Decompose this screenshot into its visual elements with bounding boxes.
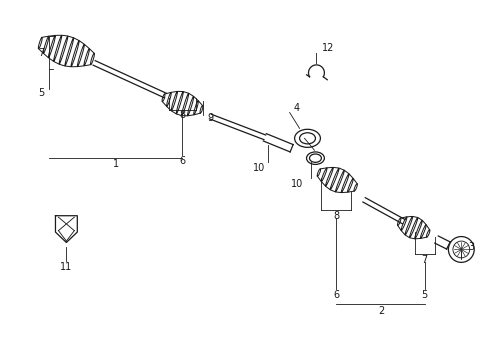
Text: 11: 11	[60, 262, 72, 272]
Text: 2: 2	[377, 306, 383, 316]
Text: 4: 4	[293, 103, 299, 113]
Text: 7: 7	[39, 48, 44, 58]
Text: 6: 6	[332, 290, 339, 300]
Text: 5: 5	[421, 290, 427, 300]
Text: 10: 10	[291, 179, 303, 189]
Text: 8: 8	[332, 211, 339, 221]
Text: 9: 9	[207, 113, 213, 123]
Text: 5: 5	[39, 88, 44, 98]
Text: 7: 7	[421, 255, 427, 265]
Text: 6: 6	[179, 156, 185, 166]
Text: 10: 10	[252, 163, 264, 173]
Text: 12: 12	[322, 43, 334, 53]
Text: 8: 8	[179, 109, 185, 120]
Text: 3: 3	[468, 243, 473, 252]
Text: 1: 1	[113, 159, 119, 169]
